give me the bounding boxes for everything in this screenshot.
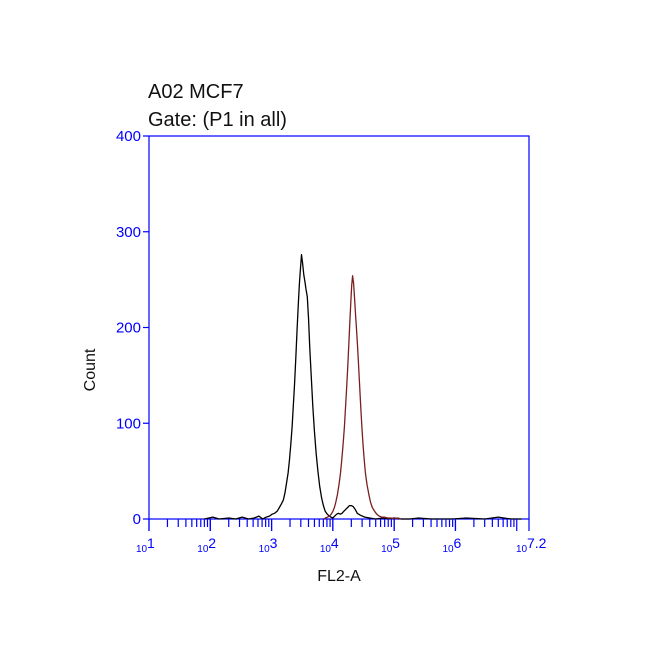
x-tick-label: 10 2 [197, 535, 216, 555]
y-axis: 0 100 200 300 400 [116, 128, 149, 528]
x-tick-exponent: 2 [208, 535, 216, 551]
x-tick-exponent: 7.2 [527, 535, 547, 551]
y-tick-label: 200 [116, 320, 141, 337]
x-tick-base: 10 [516, 544, 528, 555]
x-tick-exponent: 4 [331, 535, 339, 551]
chart-subtitle: Gate: (P1 in all) [148, 109, 287, 131]
series-1-line [323, 275, 402, 520]
y-axis-label: Count [82, 348, 99, 391]
x-tick-label: 10 3 [259, 535, 278, 555]
x-tick-exponent: 1 [147, 535, 155, 551]
x-tick-label: 10 4 [320, 535, 339, 555]
x-tick-label: 10 7.2 [516, 535, 547, 555]
chart-title: A02 MCF7 [148, 81, 244, 103]
x-tick-base: 10 [442, 544, 454, 555]
y-tick-label: 300 [116, 224, 141, 241]
x-tick-label: 10 1 [136, 535, 155, 555]
x-tick-exponent: 6 [453, 535, 461, 551]
x-tick-base: 10 [197, 544, 209, 555]
x-axis: 10 1 10 2 10 3 10 4 10 5 10 6 10 7.2 [136, 519, 547, 555]
x-axis-label: FL2-A [317, 568, 361, 585]
x-tick-base: 10 [381, 544, 393, 555]
series-layer [204, 254, 522, 520]
series-0-line [204, 254, 522, 520]
y-tick-label: 400 [116, 128, 141, 145]
x-tick-base: 10 [259, 544, 271, 555]
y-tick-label: 100 [116, 415, 141, 432]
y-tick-label: 0 [133, 511, 141, 528]
x-tick-exponent: 5 [392, 535, 400, 551]
x-tick-base: 10 [320, 544, 332, 555]
x-tick-label: 10 5 [381, 535, 400, 555]
plot-frame [148, 135, 530, 520]
x-tick-base: 10 [136, 544, 148, 555]
x-tick-exponent: 3 [270, 535, 278, 551]
x-tick-label: 10 6 [442, 535, 461, 555]
